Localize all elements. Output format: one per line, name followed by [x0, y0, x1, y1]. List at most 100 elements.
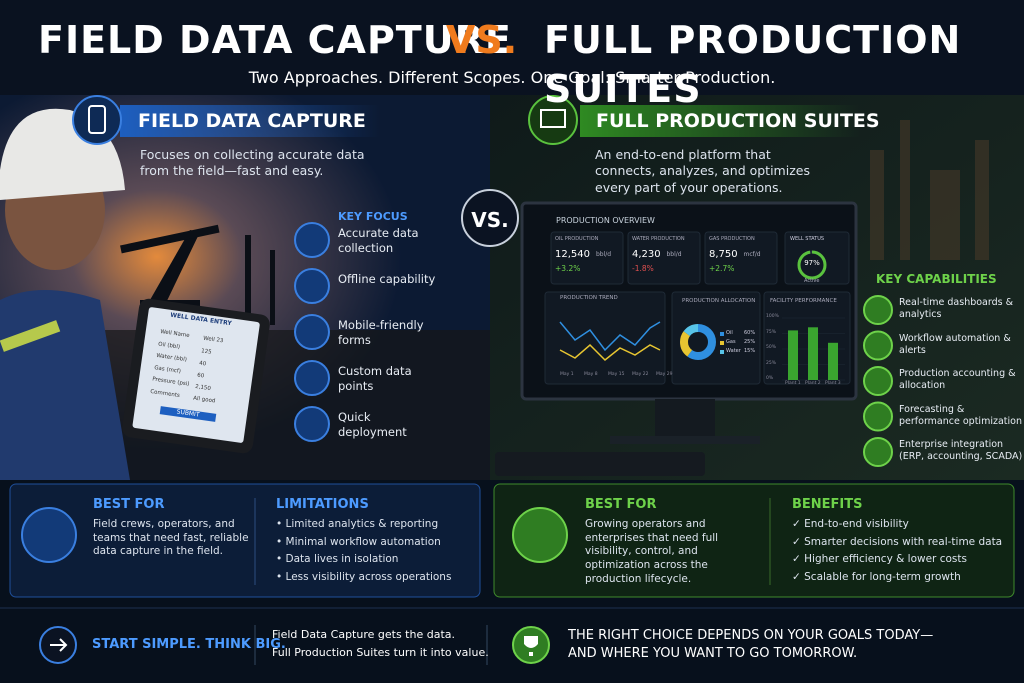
kpi-unit: mcf/d — [743, 251, 761, 258]
y-tick-label: 0% — [766, 376, 774, 381]
bar — [808, 327, 818, 380]
x-tick-label: Plant 1 — [785, 381, 801, 386]
icon — [863, 366, 893, 396]
section-text: Growing operators and enterprises that n… — [585, 518, 719, 585]
arrow-icon — [50, 638, 68, 652]
icon — [863, 401, 893, 432]
legend-swatch — [720, 350, 724, 354]
vs-text: VS. — [471, 208, 509, 232]
field-value: 40 — [198, 360, 207, 368]
dashboard-title: PRODUCTION OVERVIEW — [556, 216, 655, 225]
focus-item: Mobile-friendly forms — [338, 318, 424, 347]
focus-item: Quick deployment — [338, 410, 407, 439]
focus-item: Offline capability — [338, 272, 436, 286]
title: FIELD DATA CAPTURE — [38, 18, 512, 62]
focus-item: Accurate data collection — [338, 226, 419, 255]
list-item: • Less visibility across operations — [276, 570, 452, 583]
icon — [512, 507, 568, 563]
icon — [294, 406, 330, 442]
panel-heading: FULL PRODUCTION SUITES — [596, 110, 880, 132]
legend-name: Gas — [726, 339, 736, 345]
chart-title: FACILITY PERFORMANCE — [770, 298, 837, 304]
kpi-label: OIL PRODUCTION — [555, 236, 599, 242]
gauge-label: 97% — [804, 259, 820, 267]
kpi-change: +3.2% — [555, 264, 581, 273]
icon — [294, 360, 330, 396]
capability-item: Enterprise integration (ERP, accounting,… — [899, 439, 1023, 463]
list-item: ✓ Higher efficiency & lower costs — [792, 553, 967, 565]
section-title: KEY CAPABILITIES — [876, 272, 997, 286]
field-value: 125 — [200, 348, 212, 356]
capability-item: Production accounting & allocation — [899, 368, 1016, 392]
section-title: LIMITATIONS — [276, 497, 369, 512]
field-value: 60 — [196, 372, 205, 380]
kpi-label: WATER PRODUCTION — [632, 236, 685, 242]
icon — [72, 95, 122, 145]
kpi-label: GAS PRODUCTION — [709, 236, 755, 242]
kpi-label: WELL STATUS — [790, 236, 825, 242]
worker — [0, 108, 130, 480]
icon — [863, 437, 893, 467]
vs-badge — [461, 189, 519, 247]
icon — [528, 95, 578, 145]
phone-icon — [88, 105, 106, 134]
capability-item: Workflow automation & alerts — [899, 332, 1011, 356]
legend-value: 15% — [744, 348, 756, 354]
bottom-left-box — [9, 483, 481, 598]
list-item: • Data lives in isolation — [276, 553, 399, 565]
footer-text: Field Data Capture gets the data. — [272, 628, 455, 641]
footer-text: AND WHERE YOU WANT TO GO TOMORROW. — [568, 646, 858, 661]
x-tick-label: May 15 — [608, 372, 625, 377]
x-tick-label: May 22 — [632, 372, 649, 377]
x-tick-label: May 1 — [560, 372, 574, 377]
kpi-card — [550, 231, 624, 285]
icon — [294, 314, 330, 350]
kpi-card — [627, 231, 701, 285]
kpi-unit: bbl/d — [666, 251, 682, 258]
gauge — [797, 250, 827, 280]
legend-name: Oil — [726, 330, 733, 336]
bar — [788, 330, 798, 380]
y-tick-label: 75% — [766, 329, 777, 335]
gauge-state: Active — [804, 278, 820, 284]
x-tick-label: Plant 3 — [825, 381, 841, 386]
bar — [828, 342, 838, 380]
kpi-value: 8,750 — [709, 249, 738, 260]
donut-segment — [680, 324, 716, 360]
icon — [294, 268, 330, 304]
footer-text: THE RIGHT CHOICE DEPENDS ON YOUR GOALS T… — [568, 628, 934, 643]
x-tick-label: May 29 — [656, 372, 673, 377]
section-title: BEST FOR — [585, 497, 657, 512]
x-tick-label: Plant 2 — [805, 381, 821, 386]
section-title: BENEFITS — [792, 497, 863, 512]
kpi-change: -1.8% — [632, 264, 654, 273]
section-title: BEST FOR — [93, 497, 165, 512]
donut-segment — [680, 324, 716, 360]
legend-swatch — [720, 341, 724, 345]
monitor-icon — [540, 109, 566, 128]
bottom-right-box — [493, 483, 1015, 598]
legend-value: 60% — [744, 330, 756, 336]
refinery — [870, 120, 989, 260]
title-vs: VS. — [446, 18, 518, 62]
subtitle: Two Approaches. Different Scopes. One Go… — [248, 68, 776, 87]
section-text: Field crews, operators, and teams that n… — [93, 518, 249, 558]
y-tick-label: 50% — [766, 345, 777, 350]
focus-item: Custom data points — [338, 364, 412, 393]
icon — [294, 222, 330, 258]
kpi-card — [704, 231, 778, 285]
list-item: • Minimal workflow automation — [276, 535, 441, 548]
list-item: ✓ Smarter decisions with real-time data — [792, 535, 1003, 548]
list-item: • Limited analytics & reporting — [276, 518, 439, 530]
list-item: ✓ End-to-end visibility — [792, 518, 909, 530]
chart-title: PRODUCTION ALLOCATION — [682, 298, 756, 304]
chart-title: PRODUCTION TREND — [560, 295, 618, 301]
section-title: KEY FOCUS — [338, 210, 408, 223]
kpi-change: +2.7% — [709, 264, 735, 273]
footer-text: Full Production Suites turn it into valu… — [272, 646, 489, 659]
trophy-icon — [524, 636, 538, 656]
x-tick-label: May 8 — [584, 372, 598, 377]
heading-bar — [120, 105, 380, 137]
